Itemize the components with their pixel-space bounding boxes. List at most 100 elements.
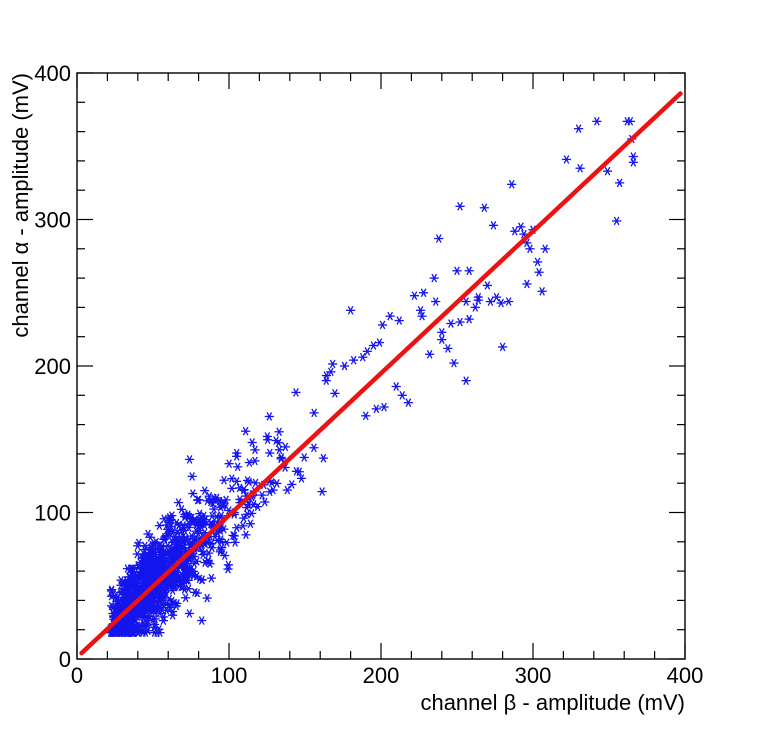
scatter-point [461, 376, 471, 385]
scatter-point [437, 327, 447, 337]
scatter-point [488, 221, 499, 230]
scatter-point [215, 547, 225, 557]
scatter-point [232, 476, 242, 486]
scatter-point [141, 619, 151, 629]
scatter-point [522, 279, 532, 289]
scatter-point [202, 593, 212, 603]
scatter-point [346, 306, 356, 315]
scatter-point [223, 560, 233, 570]
scatter-point [189, 552, 199, 561]
scatter-point [362, 347, 372, 356]
scatter-point [418, 288, 429, 298]
scatter-point [379, 402, 389, 412]
scatter-point [242, 476, 253, 485]
scatter-point [265, 487, 275, 497]
scatter-point [173, 541, 183, 551]
scatter-point [615, 178, 625, 188]
scatter-point [184, 455, 195, 464]
scatter-point [150, 607, 160, 616]
scatter-point [540, 244, 550, 254]
scatter-point [525, 244, 535, 254]
scatter-point [470, 303, 480, 312]
scatter-point [200, 486, 210, 495]
y-tick-label: 400 [34, 61, 71, 86]
scatter-point [561, 155, 572, 164]
scatter-point [145, 602, 155, 612]
scatter-point [193, 495, 203, 505]
scatter-point [154, 624, 164, 634]
scatter-point [133, 541, 143, 551]
scatter-point [187, 472, 197, 481]
scatter-point [282, 485, 292, 495]
scatter-point [108, 590, 118, 600]
x-tick-label: 300 [515, 663, 552, 688]
scatter-point [291, 466, 302, 476]
scatter-point [127, 568, 137, 577]
scatter-point [250, 456, 260, 466]
scatter-point [219, 475, 229, 485]
scatter-point [358, 352, 368, 362]
scatter-point [232, 452, 242, 461]
scatter-point [242, 503, 252, 512]
y-axis-label: channel α - amplitude (mV) [8, 73, 33, 338]
scatter-point [274, 445, 284, 455]
scatter-point [179, 585, 190, 594]
scatter-point [123, 628, 133, 637]
scatter-point [128, 590, 139, 599]
scatter-point [482, 281, 492, 290]
scatter-point [330, 389, 340, 398]
scatter-point [207, 543, 217, 553]
scatter-point [191, 571, 202, 581]
scatter-point [461, 297, 471, 306]
scatter-point [507, 180, 517, 189]
scatter-point [178, 520, 188, 530]
scatter-point [140, 545, 150, 555]
scatter-point [602, 166, 613, 176]
scatter-point [326, 367, 336, 377]
scatter-point [157, 592, 167, 602]
scatter-point [260, 497, 270, 507]
scatter-point [168, 610, 178, 620]
scatter-point [116, 580, 126, 590]
scatter-point [368, 341, 378, 350]
scatter-point [250, 445, 260, 455]
scatter-point [118, 618, 128, 628]
points-layer [105, 117, 638, 637]
scatter-point [625, 117, 635, 126]
scatter-point [158, 555, 168, 565]
scatter-point [532, 257, 543, 267]
scatter-point [141, 564, 152, 574]
scatter-point [224, 459, 234, 468]
scatter-point [257, 490, 267, 500]
scatter-point [504, 297, 514, 306]
scatter-point [575, 163, 585, 173]
scatter-point [496, 298, 506, 308]
scatter-point [479, 203, 489, 213]
scatter-point [498, 342, 508, 352]
scatter-point [186, 514, 196, 523]
scatter-point [232, 448, 242, 458]
scatter-point [122, 591, 132, 600]
x-axis-label: channel β - amplitude (mV) [420, 690, 685, 715]
scatter-point [291, 388, 301, 397]
scatter-point [188, 489, 198, 498]
scatter-point [238, 521, 248, 531]
scatter-point [455, 317, 465, 327]
scatter-point [163, 525, 173, 534]
scatter-point [171, 518, 182, 528]
scatter-point [165, 512, 175, 522]
fit-line [79, 91, 683, 656]
scatter-point [126, 617, 136, 627]
scatter-point [464, 314, 474, 324]
scatter-point [339, 361, 350, 371]
scatter-point [612, 216, 622, 226]
scatter-point [264, 412, 274, 421]
y-tick-label: 0 [59, 647, 71, 672]
scatter-point [371, 404, 381, 414]
scatter-point [464, 266, 474, 276]
y-tick-label: 300 [34, 208, 71, 233]
scatter-point [296, 474, 307, 483]
scatter-point [274, 427, 284, 437]
scatter-point [455, 201, 465, 211]
scatter-point [452, 266, 462, 276]
